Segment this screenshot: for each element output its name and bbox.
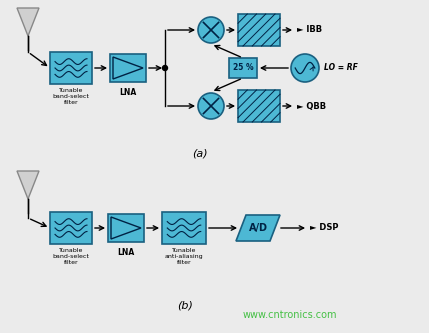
FancyBboxPatch shape — [238, 14, 280, 46]
FancyBboxPatch shape — [50, 212, 92, 244]
Text: Tunable
band-select
filter: Tunable band-select filter — [53, 248, 89, 265]
FancyBboxPatch shape — [238, 90, 280, 122]
Circle shape — [198, 93, 224, 119]
Text: (a): (a) — [192, 148, 208, 158]
Text: ► QBB: ► QBB — [297, 102, 326, 111]
Polygon shape — [17, 8, 39, 36]
Text: A/D: A/D — [248, 223, 268, 233]
Text: 25 %: 25 % — [233, 64, 253, 73]
Text: LNA: LNA — [118, 248, 135, 257]
Circle shape — [198, 17, 224, 43]
FancyBboxPatch shape — [50, 52, 92, 84]
FancyBboxPatch shape — [108, 214, 144, 242]
Text: LNA: LNA — [119, 88, 136, 97]
Text: ► DSP: ► DSP — [310, 223, 338, 232]
Text: ► IBB: ► IBB — [297, 26, 322, 35]
Circle shape — [291, 54, 319, 82]
Text: Tunable
band-select
filter: Tunable band-select filter — [53, 88, 89, 106]
Polygon shape — [236, 215, 280, 241]
FancyBboxPatch shape — [110, 54, 146, 82]
Text: LO = RF: LO = RF — [324, 64, 358, 73]
FancyBboxPatch shape — [162, 212, 206, 244]
Circle shape — [163, 66, 167, 71]
Text: Tunable
anti-aliasing
filter: Tunable anti-aliasing filter — [165, 248, 203, 265]
Text: (b): (b) — [177, 300, 193, 310]
Text: www.cntronics.com: www.cntronics.com — [243, 310, 337, 320]
Polygon shape — [17, 171, 39, 199]
FancyBboxPatch shape — [229, 58, 257, 78]
